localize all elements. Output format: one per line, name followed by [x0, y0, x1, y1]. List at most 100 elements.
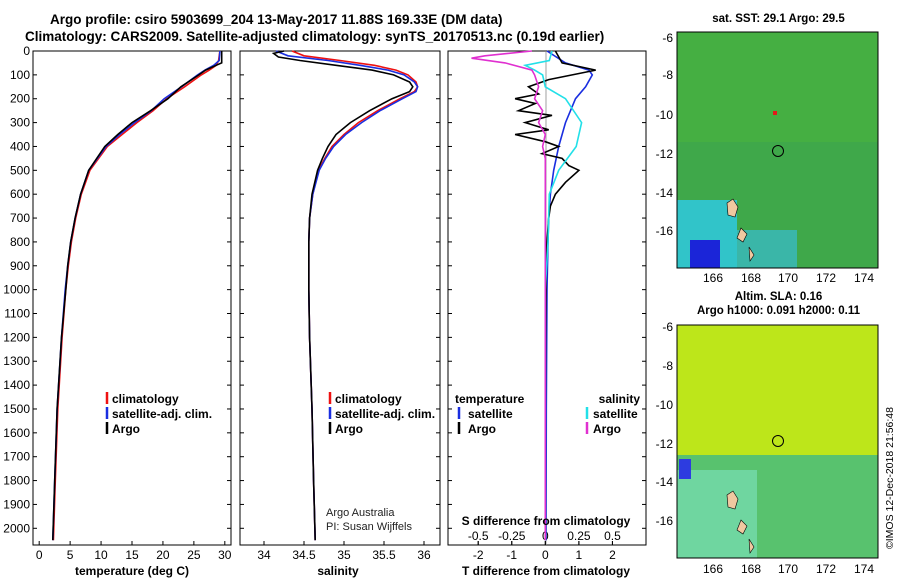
lon-tick-label: 168 [741, 271, 761, 285]
argo-location-marker [772, 435, 784, 447]
tdiff-tick-label: 1 [576, 548, 583, 562]
salinity-axes [239, 50, 441, 546]
temperature-legend: climatology satellite-adj. clim. Argo [105, 392, 212, 436]
depth-tick-label: 1300 [3, 354, 30, 368]
depth-tick-label: 1500 [3, 402, 30, 416]
argo-location-marker [772, 145, 784, 157]
series-line-salinity-argo [471, 50, 547, 541]
tdiff-tick-label: -2 [473, 548, 484, 562]
depth-tick-label: 0 [23, 44, 30, 58]
legend-sat-label: satellite-adj. clim. [335, 407, 435, 421]
credit-line1: Argo Australia [326, 507, 395, 519]
lon-tick-label: 170 [778, 271, 798, 285]
series-line-satellite-adj-clim- [52, 50, 221, 541]
temperature-tick-label: 30 [218, 548, 232, 562]
legend-tsat-label: satellite [468, 407, 513, 421]
depth-tick-label: 1900 [3, 497, 30, 511]
lon-tick-label: 174 [854, 562, 874, 576]
sla-map-low-patch [677, 470, 757, 558]
sdiff-tick-label: 0.25 [567, 529, 591, 543]
axis-ticks: 0100200300400500600700800900100011001200… [3, 44, 646, 562]
series-line-satellite-adj-clim- [275, 50, 419, 541]
sdiff-label: S difference from climatology [462, 514, 631, 528]
sla-map-frame [676, 324, 879, 559]
depth-tick-label: 1100 [4, 307, 30, 321]
difference-legend: temperature satellite Argo salinity sate… [455, 392, 640, 436]
lon-tick-label: 170 [778, 562, 798, 576]
lon-tick-label: 166 [703, 562, 723, 576]
depth-tick-label: 400 [10, 139, 30, 153]
temperature-tick-label: 15 [125, 548, 139, 562]
legend-argo-label: Argo [112, 422, 140, 436]
sst-map-hot-pixel [773, 111, 777, 115]
sla-map-blue-patch [679, 459, 691, 479]
series-line-salinity-satellite [522, 50, 583, 541]
sdiff-tick-label: -0.5 [468, 529, 489, 543]
profile-title: Argo profile: csiro 5903699_204 13-May-2… [50, 12, 503, 27]
temperature-tick-label: 10 [94, 548, 108, 562]
depth-tick-label: 1700 [3, 450, 30, 464]
lat-tick-label: -10 [656, 108, 674, 122]
depth-tick-label: 1200 [3, 330, 30, 344]
lon-tick-label: 172 [816, 562, 836, 576]
sst-map-frame [676, 31, 879, 269]
sst-map-title: sat. SST: 29.1 Argo: 29.5 [712, 13, 845, 25]
legend-ssat-label: satellite [593, 407, 638, 421]
sdiff-tick-label: -0.25 [498, 529, 526, 543]
depth-tick-label: 700 [10, 211, 30, 225]
series-line-climatology [52, 50, 221, 541]
lat-tick-label: -10 [656, 398, 674, 412]
depth-tick-label: 900 [10, 259, 30, 273]
sst-map-cold-patch [690, 240, 720, 268]
legend-targo-label: Argo [468, 422, 496, 436]
lat-tick-label: -16 [656, 514, 674, 528]
tdiff-tick-label: 2 [609, 548, 616, 562]
lat-tick-label: -6 [662, 320, 673, 334]
depth-tick-label: 300 [10, 116, 30, 130]
salinity-tick-label: 35.5 [372, 548, 396, 562]
lat-tick-label: -8 [662, 359, 673, 373]
series-line-temperature-argo [514, 50, 596, 541]
sst-map [676, 31, 879, 269]
depth-tick-label: 1800 [3, 474, 30, 488]
sdiff-tick-label: 0.5 [604, 529, 621, 543]
tdiff-xlabel: T difference from climatology [462, 564, 630, 578]
salinity-legend: climatology satellite-adj. clim. Argo [328, 392, 435, 436]
salinity-xlabel: salinity [317, 564, 359, 578]
sla-map [676, 324, 879, 559]
vanuatu-islands [726, 490, 755, 554]
series-line-temperature-satellite [545, 50, 594, 541]
legend-clim-label: climatology [112, 392, 179, 406]
legend-sal-heading: salinity [599, 392, 641, 406]
salinity-tick-label: 34 [257, 548, 271, 562]
legend-temp-heading: temperature [455, 392, 525, 406]
lat-tick-label: -14 [656, 475, 674, 489]
tdiff-tick-label: -1 [506, 548, 517, 562]
lon-tick-label: 168 [741, 562, 761, 576]
legend-sat-label: satellite-adj. clim. [112, 407, 212, 421]
salinity-tick-label: 35 [337, 548, 351, 562]
lon-tick-label: 174 [854, 271, 874, 285]
credit-line2: PI: Susan Wijffels [326, 521, 412, 533]
depth-tick-label: 2000 [3, 521, 30, 535]
sst-map-cool-patch [737, 230, 797, 268]
lon-tick-label: 166 [703, 271, 723, 285]
legend-argo-label: Argo [335, 422, 363, 436]
temperature-xlabel: temperature (deg C) [75, 564, 189, 578]
series-line-climatology [291, 50, 419, 541]
climatology-title: Climatology: CARS2009. Satellite-adjuste… [25, 29, 605, 44]
temperature-tick-label: 25 [187, 548, 201, 562]
data-series [52, 50, 596, 541]
series-line-argo [52, 51, 223, 541]
lat-tick-label: -8 [662, 68, 673, 82]
temperature-tick-label: 5 [67, 548, 74, 562]
lat-tick-label: -12 [656, 437, 674, 451]
depth-tick-label: 1000 [3, 283, 30, 297]
tdiff-tick-label: 0 [542, 548, 549, 562]
lat-tick-label: -6 [662, 31, 673, 45]
depth-tick-label: 1400 [3, 378, 30, 392]
depth-tick-label: 1600 [3, 426, 30, 440]
sst-map-north-band [677, 32, 878, 142]
imos-watermark: ©IMOS 12-Dec-2018 21:56:48 [884, 407, 896, 549]
